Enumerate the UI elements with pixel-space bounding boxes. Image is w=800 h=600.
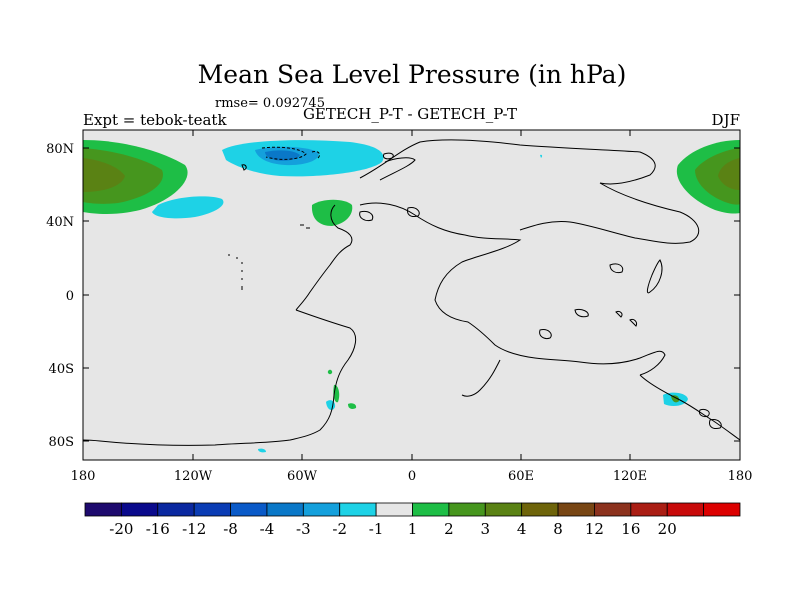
colorbar-swatch: [521, 502, 559, 517]
colorbar-label: -2: [332, 520, 347, 538]
colorbar-swatch: [157, 502, 195, 517]
colorbar-swatch: [266, 502, 304, 517]
colorbar-swatch: [484, 502, 523, 517]
subtitle-center: GETECH_P-T - GETECH_P-T: [303, 105, 517, 123]
y-tick-label: 0: [66, 289, 74, 304]
map-background: [83, 130, 740, 460]
colorbar-label: 1: [408, 520, 418, 538]
coastlines: [83, 139, 740, 446]
y-tick-label: 80N: [46, 142, 74, 157]
colorbar-label: 20: [658, 520, 677, 538]
rmse-label: rmse= 0.092745: [215, 96, 325, 111]
colorbar-label: -4: [260, 520, 275, 538]
colorbar-swatch: [412, 502, 450, 517]
colorbar-label: -8: [223, 520, 238, 538]
antarctic-feature-1: [327, 369, 333, 375]
colorbar-swatch: [84, 502, 122, 517]
colorbar-swatch: [339, 502, 377, 517]
colorbar: -20 -16 -12 -8 -4 -3 -2 -1 1 2 3 4 8 12 16 20: [84, 502, 741, 538]
x-tick-label: 120W: [174, 469, 213, 484]
x-tick-label: 0: [408, 469, 416, 484]
positive-anomaly-peak-west: [83, 158, 125, 192]
dashed-contours: [261, 146, 321, 160]
colorbar-swatch: [666, 502, 705, 517]
chart-title: Mean Sea Level Pressure (in hPa): [198, 60, 627, 89]
colorbar-label: -3: [296, 520, 311, 538]
colorbar-swatch: [630, 502, 668, 517]
positive-anomaly-peak-east: [718, 158, 740, 190]
x-tick-label: 60W: [287, 469, 318, 484]
colorbar-swatch: [703, 502, 741, 517]
colorbar-label: -12: [182, 520, 206, 538]
colorbar-label: 16: [621, 520, 640, 538]
negative-anomaly-peak-north: [265, 150, 300, 161]
x-tick-label: 60E: [508, 469, 534, 484]
colorbar-label: 4: [517, 520, 527, 538]
antarctic-feature-6: [671, 395, 680, 403]
x-tick-label: 180: [71, 469, 96, 484]
colorbar-swatch: [230, 502, 268, 517]
colorbar-swatch: [120, 502, 159, 517]
subtitle-left: Expt = tebok-teatk: [83, 111, 227, 129]
y-tick-label: 40N: [46, 215, 74, 230]
colorbar-swatch: [594, 502, 632, 517]
anomaly-contours: [83, 139, 740, 453]
y-tick-label: 80S: [49, 435, 74, 450]
x-tick-label: 120E: [613, 469, 647, 484]
x-tick-labels: 180 120W 60W 0 60E 120E 180: [71, 469, 753, 484]
y-tick-labels: 80N 40N 0 40S 80S: [46, 142, 74, 450]
negative-anomaly-region-midlat: [152, 196, 224, 219]
arctic-feature: [540, 154, 543, 158]
antarctic-feature-7: [258, 448, 266, 453]
colorbar-swatch: [302, 502, 341, 517]
colorbar-label: -20: [109, 520, 133, 538]
colorbar-label: -16: [146, 520, 170, 538]
y-tick-label: 40S: [49, 362, 74, 377]
colorbar-swatch: [557, 502, 595, 517]
axis-ticks: [82, 130, 741, 460]
colorbar-label: -1: [369, 520, 384, 538]
colorbar-label: 12: [585, 520, 604, 538]
colorbar-label: 3: [481, 520, 491, 538]
colorbar-swatch: [448, 502, 486, 517]
colorbar-swatch: [375, 502, 413, 517]
colorbar-label: 8: [553, 520, 563, 538]
x-tick-label: 180: [728, 469, 753, 484]
subtitle-right: DJF: [712, 111, 740, 129]
colorbar-label: 2: [444, 520, 454, 538]
positive-anomaly-core-east: [695, 148, 740, 205]
antarctic-feature-3: [348, 403, 357, 409]
map-panel: 80N 40N 0 40S 80S 180 120W 60W 0 60E 120…: [46, 129, 753, 484]
positive-anomaly-region-atlantic: [311, 199, 353, 226]
colorbar-swatch: [193, 502, 231, 517]
